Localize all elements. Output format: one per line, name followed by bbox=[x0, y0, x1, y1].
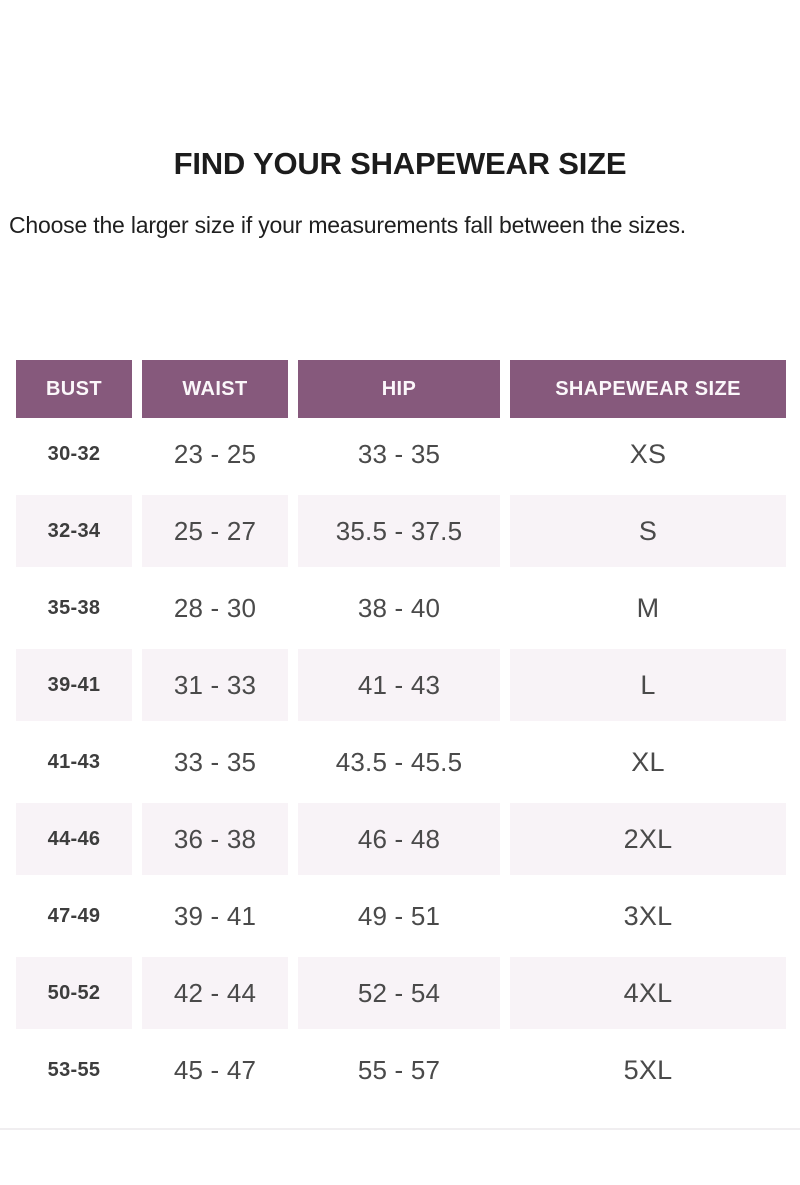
size-cell: L bbox=[510, 644, 786, 726]
bust-cell: 53-55 bbox=[47, 1058, 101, 1081]
table-row: 39-41 31 - 33 41 - 43 L bbox=[16, 644, 786, 726]
table-row: 50-52 42 - 44 52 - 54 4XL bbox=[16, 952, 786, 1034]
table-row: 53-55 45 - 47 55 - 57 5XL bbox=[16, 1034, 786, 1106]
size-cell: 4XL bbox=[510, 952, 786, 1034]
size-chart-body: 30-32 23 - 25 33 - 35 XS 32-34 25 - 27 35.5 - … bbox=[16, 418, 786, 1106]
hip-cell: 35.5 - 37.5 bbox=[298, 490, 500, 572]
bottom-divider bbox=[0, 1128, 800, 1130]
table-row: 44-46 36 - 38 46 - 48 2XL bbox=[16, 798, 786, 880]
size-cell: S bbox=[510, 490, 786, 572]
hip-cell: 55 - 57 bbox=[357, 1054, 441, 1085]
size-cell: M bbox=[636, 592, 660, 623]
waist-cell: 25 - 27 bbox=[142, 490, 288, 572]
waist-cell: 36 - 38 bbox=[142, 798, 288, 880]
size-cell: 2XL bbox=[510, 798, 786, 880]
bust-cell: 47-49 bbox=[47, 904, 101, 927]
waist-cell: 39 - 41 bbox=[173, 900, 257, 931]
hip-cell: 46 - 48 bbox=[298, 798, 500, 880]
table-row: 41-43 33 - 35 43.5 - 45.5 XL bbox=[16, 726, 786, 798]
hip-cell: 52 - 54 bbox=[298, 952, 500, 1034]
column-header-bust: BUST bbox=[16, 360, 132, 418]
table-row: 35-38 28 - 30 38 - 40 M bbox=[16, 572, 786, 644]
size-cell: XL bbox=[631, 746, 665, 777]
waist-cell: 28 - 30 bbox=[173, 592, 257, 623]
table-row: 47-49 39 - 41 49 - 51 3XL bbox=[16, 880, 786, 952]
bust-cell: 39-41 bbox=[16, 644, 132, 726]
waist-cell: 31 - 33 bbox=[142, 644, 288, 726]
size-chart-header-row: BUST WAIST HIP SHAPEWEAR SIZE bbox=[16, 360, 786, 418]
waist-cell: 23 - 25 bbox=[173, 438, 257, 469]
hip-cell: 43.5 - 45.5 bbox=[335, 746, 463, 777]
column-header-shapewear-size: SHAPEWEAR SIZE bbox=[510, 360, 786, 418]
page-title: FIND YOUR SHAPEWEAR SIZE bbox=[173, 146, 627, 181]
bust-cell: 44-46 bbox=[16, 798, 132, 880]
hip-cell: 33 - 35 bbox=[357, 438, 441, 469]
table-row: 30-32 23 - 25 33 - 35 XS bbox=[16, 418, 786, 490]
size-cell: 5XL bbox=[623, 1054, 673, 1085]
size-chart-table: BUST WAIST HIP SHAPEWEAR SIZE 30-32 23 - 25 3… bbox=[16, 360, 786, 1106]
waist-cell: 45 - 47 bbox=[173, 1054, 257, 1085]
waist-cell: 42 - 44 bbox=[142, 952, 288, 1034]
page-subtitle: Choose the larger size if your measureme… bbox=[9, 212, 686, 238]
column-header-waist: WAIST bbox=[142, 360, 288, 418]
bust-cell: 32-34 bbox=[16, 490, 132, 572]
bust-cell: 50-52 bbox=[16, 952, 132, 1034]
bust-cell: 30-32 bbox=[47, 442, 101, 465]
waist-cell: 33 - 35 bbox=[173, 746, 257, 777]
hip-cell: 38 - 40 bbox=[357, 592, 441, 623]
bust-cell: 35-38 bbox=[47, 596, 101, 619]
size-cell: 3XL bbox=[623, 900, 673, 931]
table-row: 32-34 25 - 27 35.5 - 37.5 S bbox=[16, 490, 786, 572]
size-cell: XS bbox=[629, 438, 667, 469]
hip-cell: 49 - 51 bbox=[357, 900, 441, 931]
bust-cell: 41-43 bbox=[47, 750, 101, 773]
hip-cell: 41 - 43 bbox=[298, 644, 500, 726]
column-header-hip: HIP bbox=[298, 360, 500, 418]
